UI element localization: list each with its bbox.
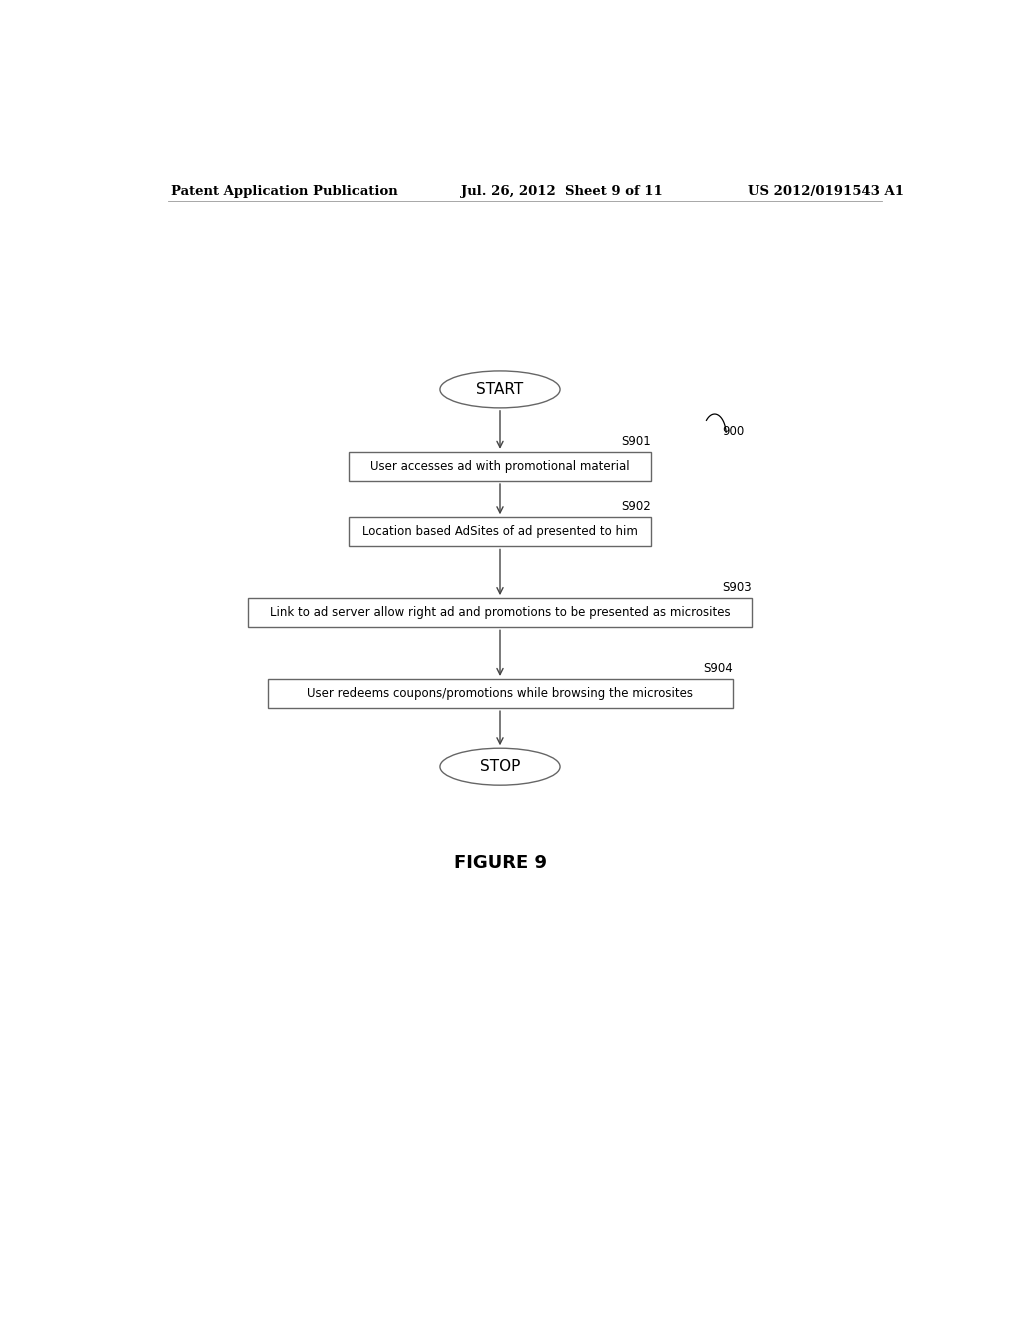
Text: START: START xyxy=(476,381,523,397)
Text: STOP: STOP xyxy=(480,759,520,775)
Text: S901: S901 xyxy=(622,434,651,447)
Text: 900: 900 xyxy=(722,425,744,438)
Text: US 2012/0191543 A1: US 2012/0191543 A1 xyxy=(748,185,904,198)
Text: Jul. 26, 2012  Sheet 9 of 11: Jul. 26, 2012 Sheet 9 of 11 xyxy=(461,185,663,198)
Text: FIGURE 9: FIGURE 9 xyxy=(454,854,547,873)
Text: User redeems coupons/promotions while browsing the microsites: User redeems coupons/promotions while br… xyxy=(307,686,693,700)
Text: S902: S902 xyxy=(622,500,651,513)
Text: User accesses ad with promotional material: User accesses ad with promotional materi… xyxy=(371,459,630,473)
Text: Location based AdSites of ad presented to him: Location based AdSites of ad presented t… xyxy=(362,525,638,539)
Text: S903: S903 xyxy=(722,581,752,594)
Text: S904: S904 xyxy=(702,663,732,675)
Text: Patent Application Publication: Patent Application Publication xyxy=(171,185,397,198)
Text: Link to ad server allow right ad and promotions to be presented as microsites: Link to ad server allow right ad and pro… xyxy=(269,606,730,619)
